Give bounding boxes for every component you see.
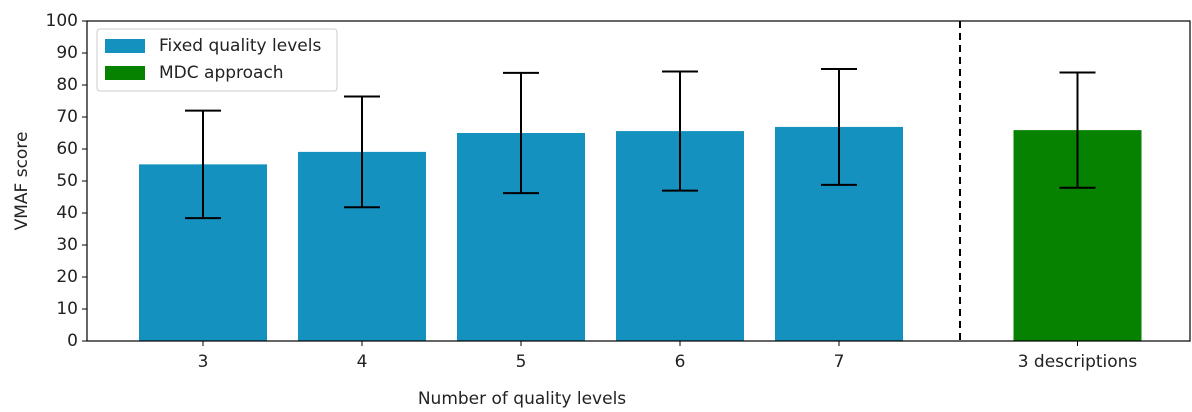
y-tick-label: 10 xyxy=(56,299,78,319)
legend-swatch xyxy=(105,66,145,80)
y-tick-label: 80 xyxy=(56,75,78,95)
x-tick-label: 3 descriptions xyxy=(1018,352,1138,372)
legend-label: MDC approach xyxy=(159,63,284,83)
y-tick-label: 20 xyxy=(56,267,78,287)
y-tick-label: 40 xyxy=(56,203,78,223)
x-tick-label: 5 xyxy=(516,352,527,372)
plot-frame xyxy=(86,20,1191,342)
y-tick-label: 70 xyxy=(56,107,78,127)
y-tick-label: 50 xyxy=(56,171,78,191)
legend-box xyxy=(96,28,338,92)
x-tick-label: 4 xyxy=(357,352,368,372)
x-tick-label: 6 xyxy=(675,352,686,372)
y-tick-label: 0 xyxy=(67,331,78,351)
y-axis-label: VMAF score xyxy=(12,132,32,231)
x-tick-label: 7 xyxy=(834,352,845,372)
x-tick-label: 3 xyxy=(198,352,209,372)
y-tick-label: 60 xyxy=(56,139,78,159)
y-tick-label: 90 xyxy=(56,43,78,63)
x-axis-label: Number of quality levels xyxy=(418,389,626,409)
y-tick-label: 100 xyxy=(46,11,78,31)
legend-label: Fixed quality levels xyxy=(159,36,321,56)
legend-swatch xyxy=(105,39,145,53)
y-tick-label: 30 xyxy=(56,235,78,255)
